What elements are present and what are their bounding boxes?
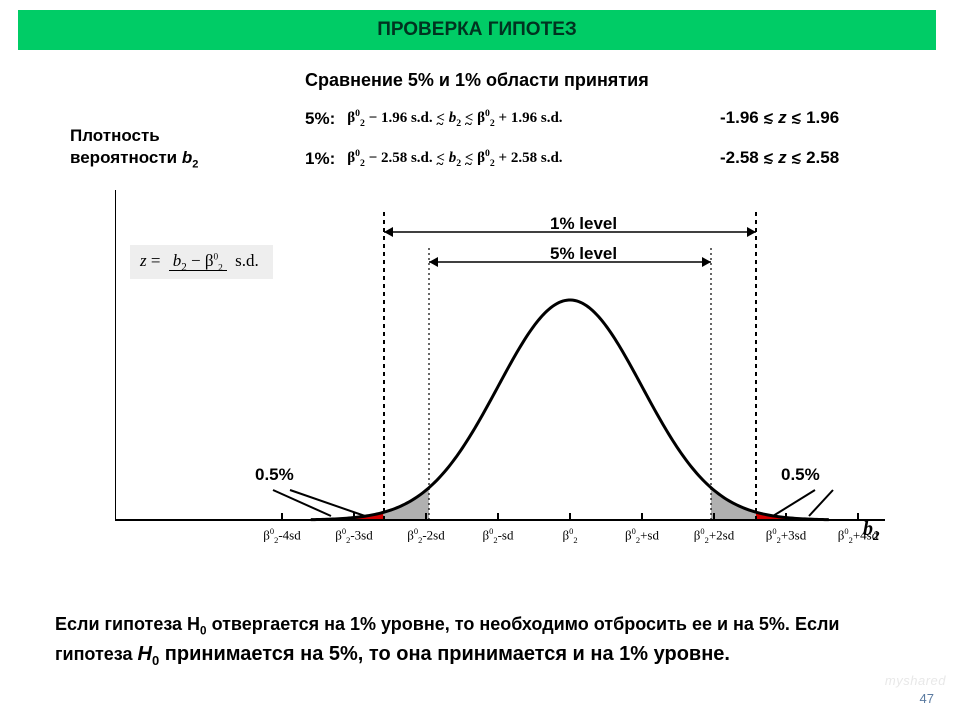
axis-b2-label: b2 — [863, 518, 880, 544]
tick-label: β02-sd — [483, 526, 514, 545]
tick-label: β02+2sd — [694, 526, 734, 545]
density-label: Плотность вероятности b2 — [70, 125, 198, 172]
tick-label: β02-2sd — [407, 526, 444, 545]
footer-text: Если гипотеза H0 отвергается на 1% уровн… — [55, 612, 915, 670]
header-title: ПРОВЕРКА ГИПОТЕЗ — [377, 19, 577, 41]
tick-label: β02+3sd — [766, 526, 806, 545]
tick-label: β02+sd — [625, 526, 659, 545]
row-1pct: 1%: β02 − 2.58 s.d. ~ b2 ~ β02 + 2.58 s.… — [305, 148, 563, 169]
row5-formula: β02 − 1.96 s.d. ~ b2 ~ β02 + 1.96 s.d. — [347, 108, 562, 129]
row1-zrange: -2.58 ~ z ~ 2.58 — [720, 148, 839, 168]
chart-svg — [115, 190, 905, 560]
watermark: myshared — [885, 673, 946, 688]
subtitle: Сравнение 5% и 1% области принятия — [305, 70, 649, 91]
tick-label: β02-3sd — [335, 526, 372, 545]
density-label-line2: вероятности b2 — [70, 148, 198, 167]
row5-zrange: -1.96 ~ z ~ 1.96 — [720, 108, 839, 128]
tick-label: β02-4sd — [263, 526, 300, 545]
row-5pct: 5%: β02 − 1.96 s.d. ~ b2 ~ β02 + 1.96 s.… — [305, 108, 563, 129]
slide-header: ПРОВЕРКА ГИПОТЕЗ — [18, 10, 936, 50]
level-1pct-label: 1% level — [550, 214, 617, 234]
page-number: 47 — [920, 691, 934, 706]
density-label-line1: Плотность — [70, 126, 160, 145]
tail-right-label: 0.5% — [781, 465, 820, 485]
row1-formula: β02 − 2.58 s.d. ~ b2 ~ β02 + 2.58 s.d. — [347, 148, 562, 169]
chart: 1% level 5% level 0.5% 0.5% β02-4sd β02-3… — [115, 190, 905, 560]
tail-left-label: 0.5% — [255, 465, 294, 485]
level-5pct-label: 5% level — [550, 244, 617, 264]
tick-label: β02 — [562, 526, 577, 545]
row1-label: 1%: — [305, 149, 335, 169]
row5-label: 5%: — [305, 109, 335, 129]
